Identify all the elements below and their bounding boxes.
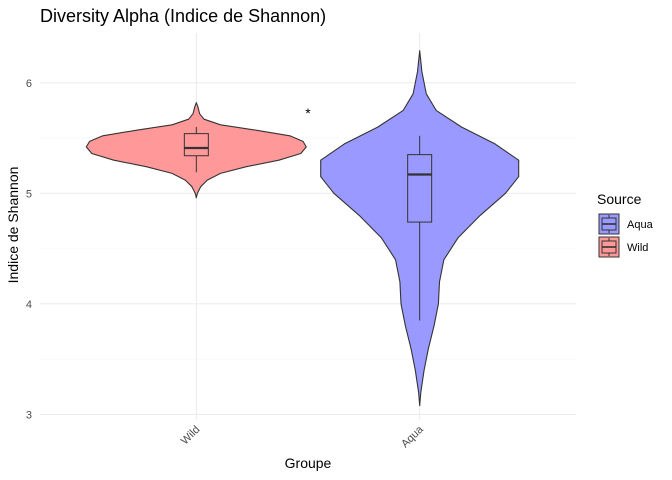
- legend-title: Source: [597, 191, 642, 207]
- y-tick-labels: 3 4 5 6: [26, 78, 32, 422]
- legend: Source Aqua Wild: [597, 191, 654, 258]
- grid: [40, 33, 576, 420]
- y-tick-label: 4: [26, 299, 32, 311]
- boxplots: [183, 126, 433, 321]
- x-tick-label-aqua: Aqua: [399, 423, 426, 450]
- y-axis-title: Indice de Shannon: [5, 167, 21, 284]
- y-tick-label: 5: [26, 188, 32, 200]
- violins: [85, 50, 520, 407]
- significance-marker: *: [305, 105, 311, 121]
- y-tick-label: 6: [26, 78, 32, 90]
- legend-label-wild: Wild: [627, 242, 648, 254]
- x-axis-title: Groupe: [285, 455, 332, 471]
- x-tick-label-wild: Wild: [179, 424, 203, 448]
- chart-title: Diversity Alpha (Indice de Shannon): [40, 6, 326, 26]
- x-tick-labels: Wild Aqua: [179, 423, 427, 450]
- box-aqua: [407, 154, 433, 223]
- box-wild: [183, 133, 209, 157]
- y-tick-label: 3: [26, 409, 32, 421]
- legend-label-aqua: Aqua: [627, 219, 654, 231]
